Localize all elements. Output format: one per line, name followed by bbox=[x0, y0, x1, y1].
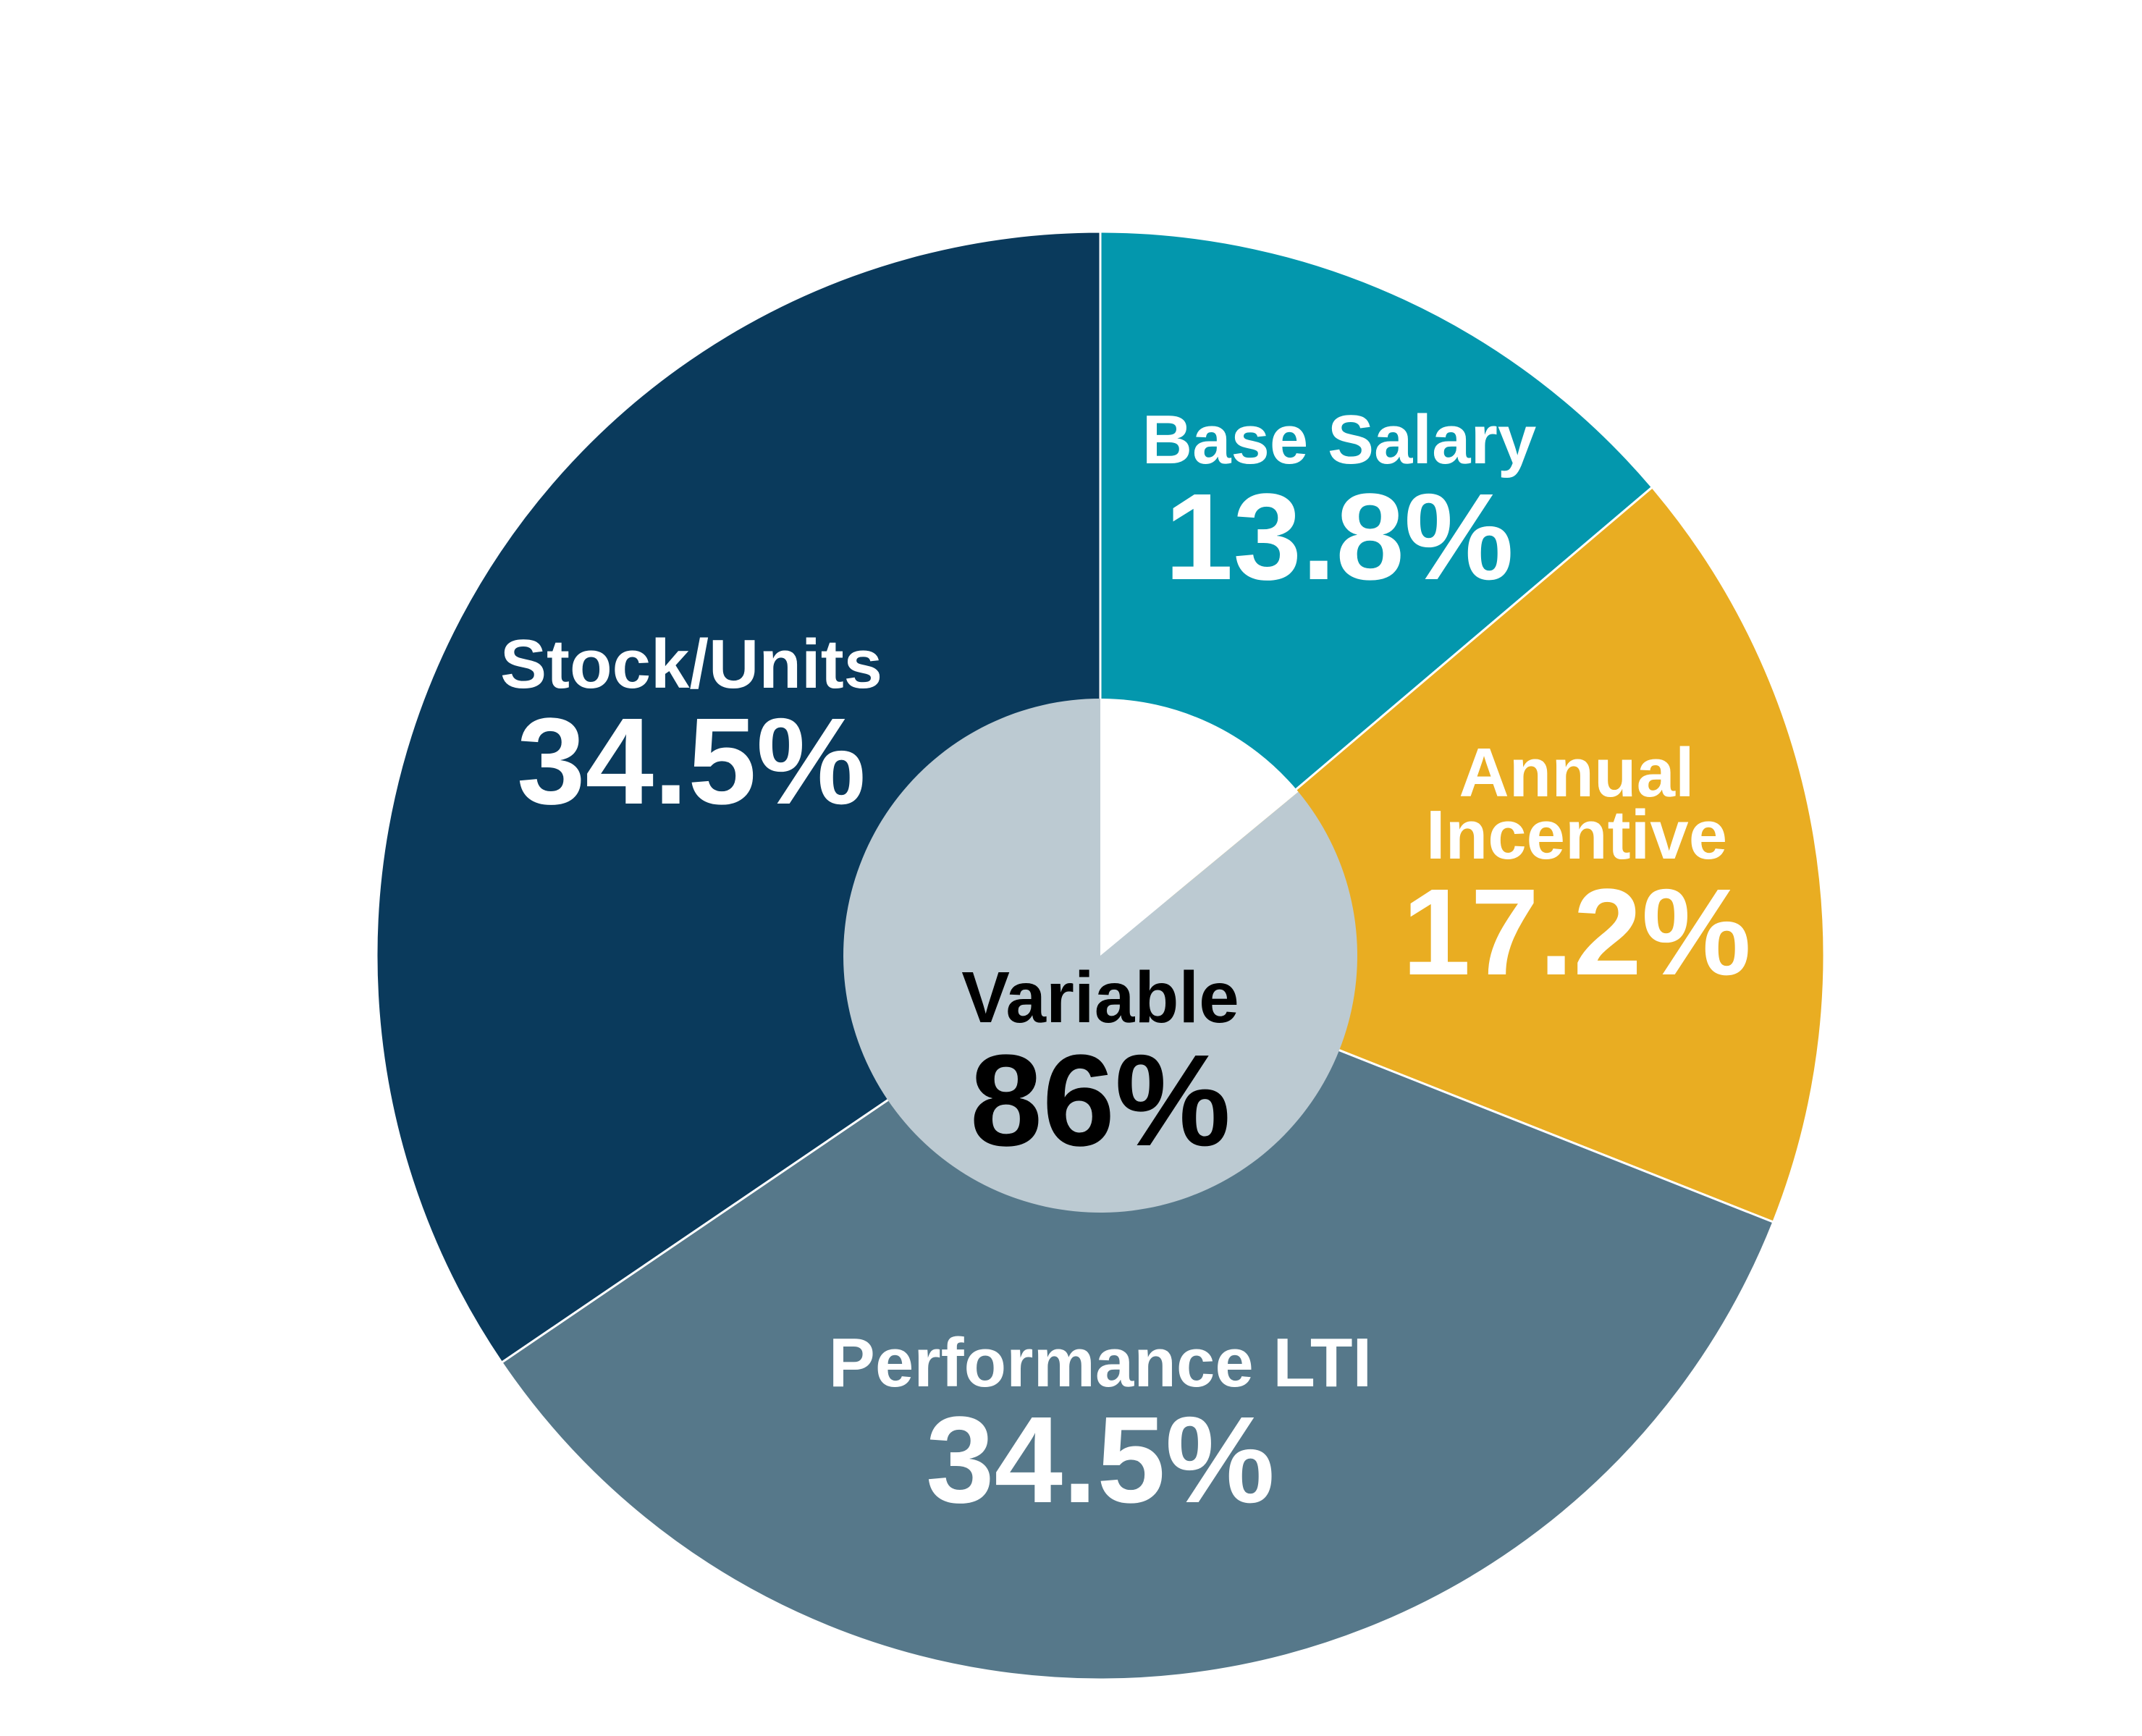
center-value-variable: 86% bbox=[970, 1028, 1231, 1174]
center-donut bbox=[843, 699, 1358, 1213]
value-stock-units: 34.5% bbox=[517, 693, 866, 830]
center-variable-wedge bbox=[843, 699, 1358, 1213]
center-label-variable: Variable bbox=[961, 957, 1239, 1038]
label-stock-units: Stock/Units bbox=[500, 625, 882, 703]
value-performance-lti: 34.5% bbox=[926, 1391, 1275, 1529]
slice-performance-lti bbox=[499, 954, 1775, 1681]
label-annual-incentive-line-1: Annual bbox=[1459, 734, 1694, 812]
value-base-salary: 13.8% bbox=[1165, 468, 1514, 606]
label-base-salary: Base Salary bbox=[1142, 401, 1536, 479]
value-annual-incentive: 17.2% bbox=[1402, 864, 1751, 1001]
center-labels: Variable 86% bbox=[961, 957, 1239, 1174]
slice-annual-incentive bbox=[1098, 485, 1826, 1224]
slice-stock-units bbox=[375, 230, 1102, 1365]
label-performance-lti: Performance LTI bbox=[829, 1324, 1372, 1402]
center-fixed-wedge bbox=[1100, 699, 1299, 956]
label-annual-incentive-line-2: Incentive bbox=[1426, 796, 1727, 874]
